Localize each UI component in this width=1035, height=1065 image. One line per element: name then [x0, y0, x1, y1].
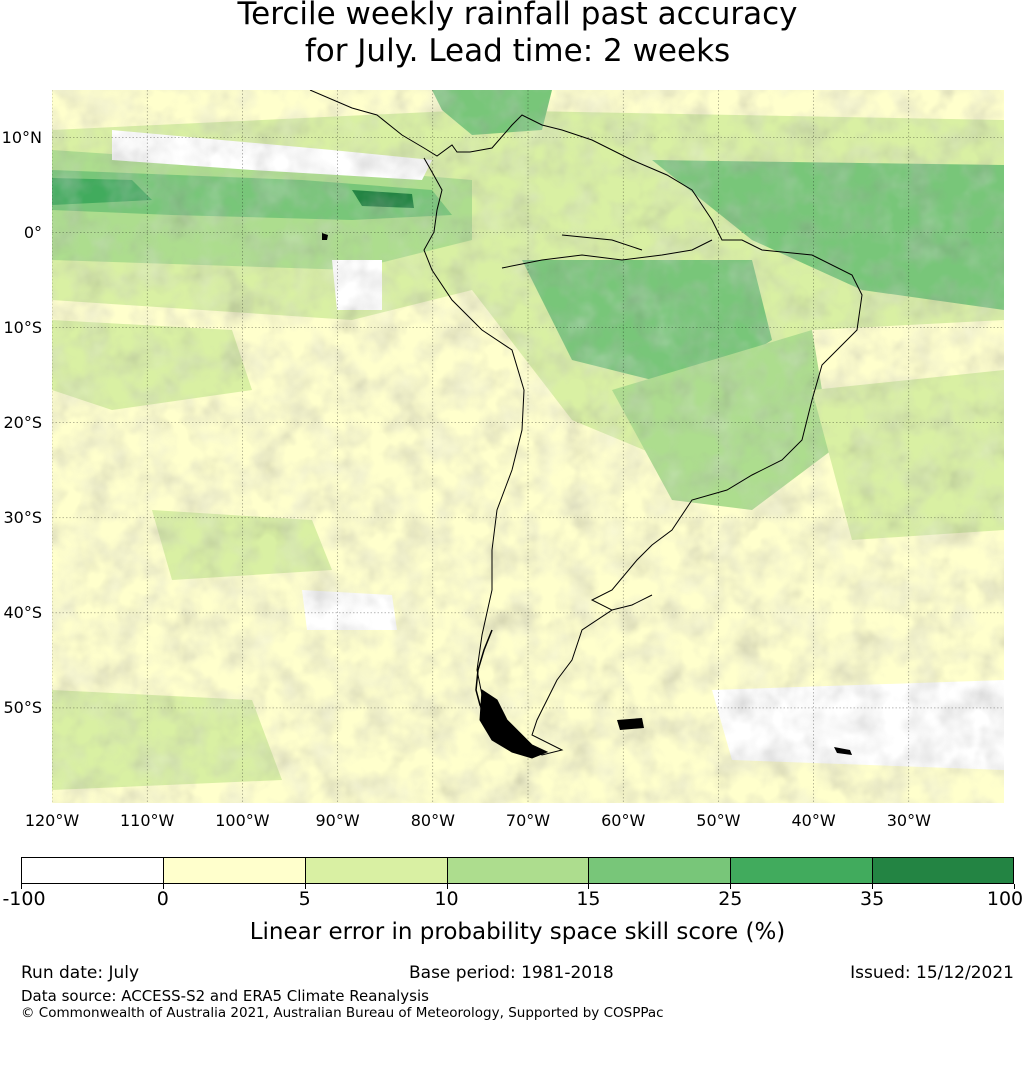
colorbar-tick-mark — [163, 884, 164, 889]
title-line-1: Tercile weekly rainfall past accuracy — [237, 0, 798, 32]
colorbar-segment — [162, 857, 306, 884]
lon-label: 90°W — [315, 811, 360, 830]
issued-date: Issued: 15/12/2021 — [850, 963, 1014, 983]
lat-label: 30°S — [3, 507, 42, 527]
colorbar-tick-label: 15 — [576, 888, 601, 910]
colorbar-tick-mark — [588, 884, 589, 889]
colorbar-tick-mark — [305, 884, 306, 889]
lat-label: 20°S — [3, 412, 42, 432]
base-period: Base period: 1981-2018 — [409, 963, 614, 983]
south-america-coastline — [309, 90, 863, 756]
lat-label: 10°N — [1, 127, 42, 147]
lat-label: 40°S — [3, 602, 42, 622]
colorbar-tick-label: -100 — [2, 888, 46, 910]
colorbar-tick-mark — [872, 884, 873, 889]
colorbar-tick-label: 35 — [860, 888, 885, 910]
colorbar-tick-mark — [447, 884, 448, 889]
chile-fjords — [475, 629, 493, 719]
colorbar-tick-mark — [21, 884, 22, 889]
tierra-del-fuego — [479, 689, 549, 759]
lon-label: 30°W — [886, 811, 931, 830]
lon-label: 50°W — [696, 811, 741, 830]
lat-label: 10°S — [3, 317, 42, 337]
colorbar-segment — [21, 857, 164, 884]
colorbar-segment — [730, 857, 873, 884]
galapagos — [322, 233, 328, 240]
data-source: Data source: ACCESS-S2 and ERA5 Climate … — [21, 987, 429, 1005]
colorbar-tick-label: 0 — [156, 888, 169, 910]
colorbar — [21, 857, 1015, 884]
lon-label: 110°W — [120, 811, 175, 830]
amazon-river — [501, 239, 713, 269]
map-panel[interactable] — [52, 90, 1004, 803]
lon-label: 100°W — [215, 811, 270, 830]
lon-label: 80°W — [410, 811, 455, 830]
copyright: © Commonwealth of Australia 2021, Austra… — [21, 1005, 664, 1021]
lon-label: 40°W — [791, 811, 836, 830]
lat-label: 0° — [23, 222, 42, 242]
colorbar-tick-label: 10 — [434, 888, 459, 910]
colorbar-tick-label: 5 — [298, 888, 311, 910]
gridlines — [52, 90, 1004, 803]
lat-label: 50°S — [3, 697, 42, 717]
colorbar-tick-mark — [1014, 884, 1015, 889]
colorbar-segment — [588, 857, 731, 884]
colorbar-segment — [304, 857, 448, 884]
colorbar-segment — [446, 857, 589, 884]
colorbar-tick-label: 100 — [986, 888, 1024, 910]
colorbar-segment — [872, 857, 1015, 884]
texture-overlay — [52, 90, 1004, 803]
lon-label: 60°W — [601, 811, 646, 830]
title-line-2: for July. Lead time: 2 weeks — [304, 33, 731, 69]
lon-label: 120°W — [24, 811, 80, 830]
rio-de-la-plata — [611, 594, 653, 611]
run-date: Run date: July — [21, 963, 140, 983]
skill-score-map[interactable] — [52, 90, 1004, 803]
colorbar-tick-label: 25 — [718, 888, 743, 910]
colorbar-label: Linear error in probability space skill … — [249, 919, 786, 945]
south-georgia — [834, 747, 852, 755]
map-title: Tercile weekly rainfall past accuracy fo… — [0, 0, 1035, 70]
amazon-tributary — [561, 234, 643, 251]
colorbar-tick-mark — [730, 884, 731, 889]
falklands — [617, 718, 644, 730]
lon-label: 70°W — [505, 811, 551, 830]
